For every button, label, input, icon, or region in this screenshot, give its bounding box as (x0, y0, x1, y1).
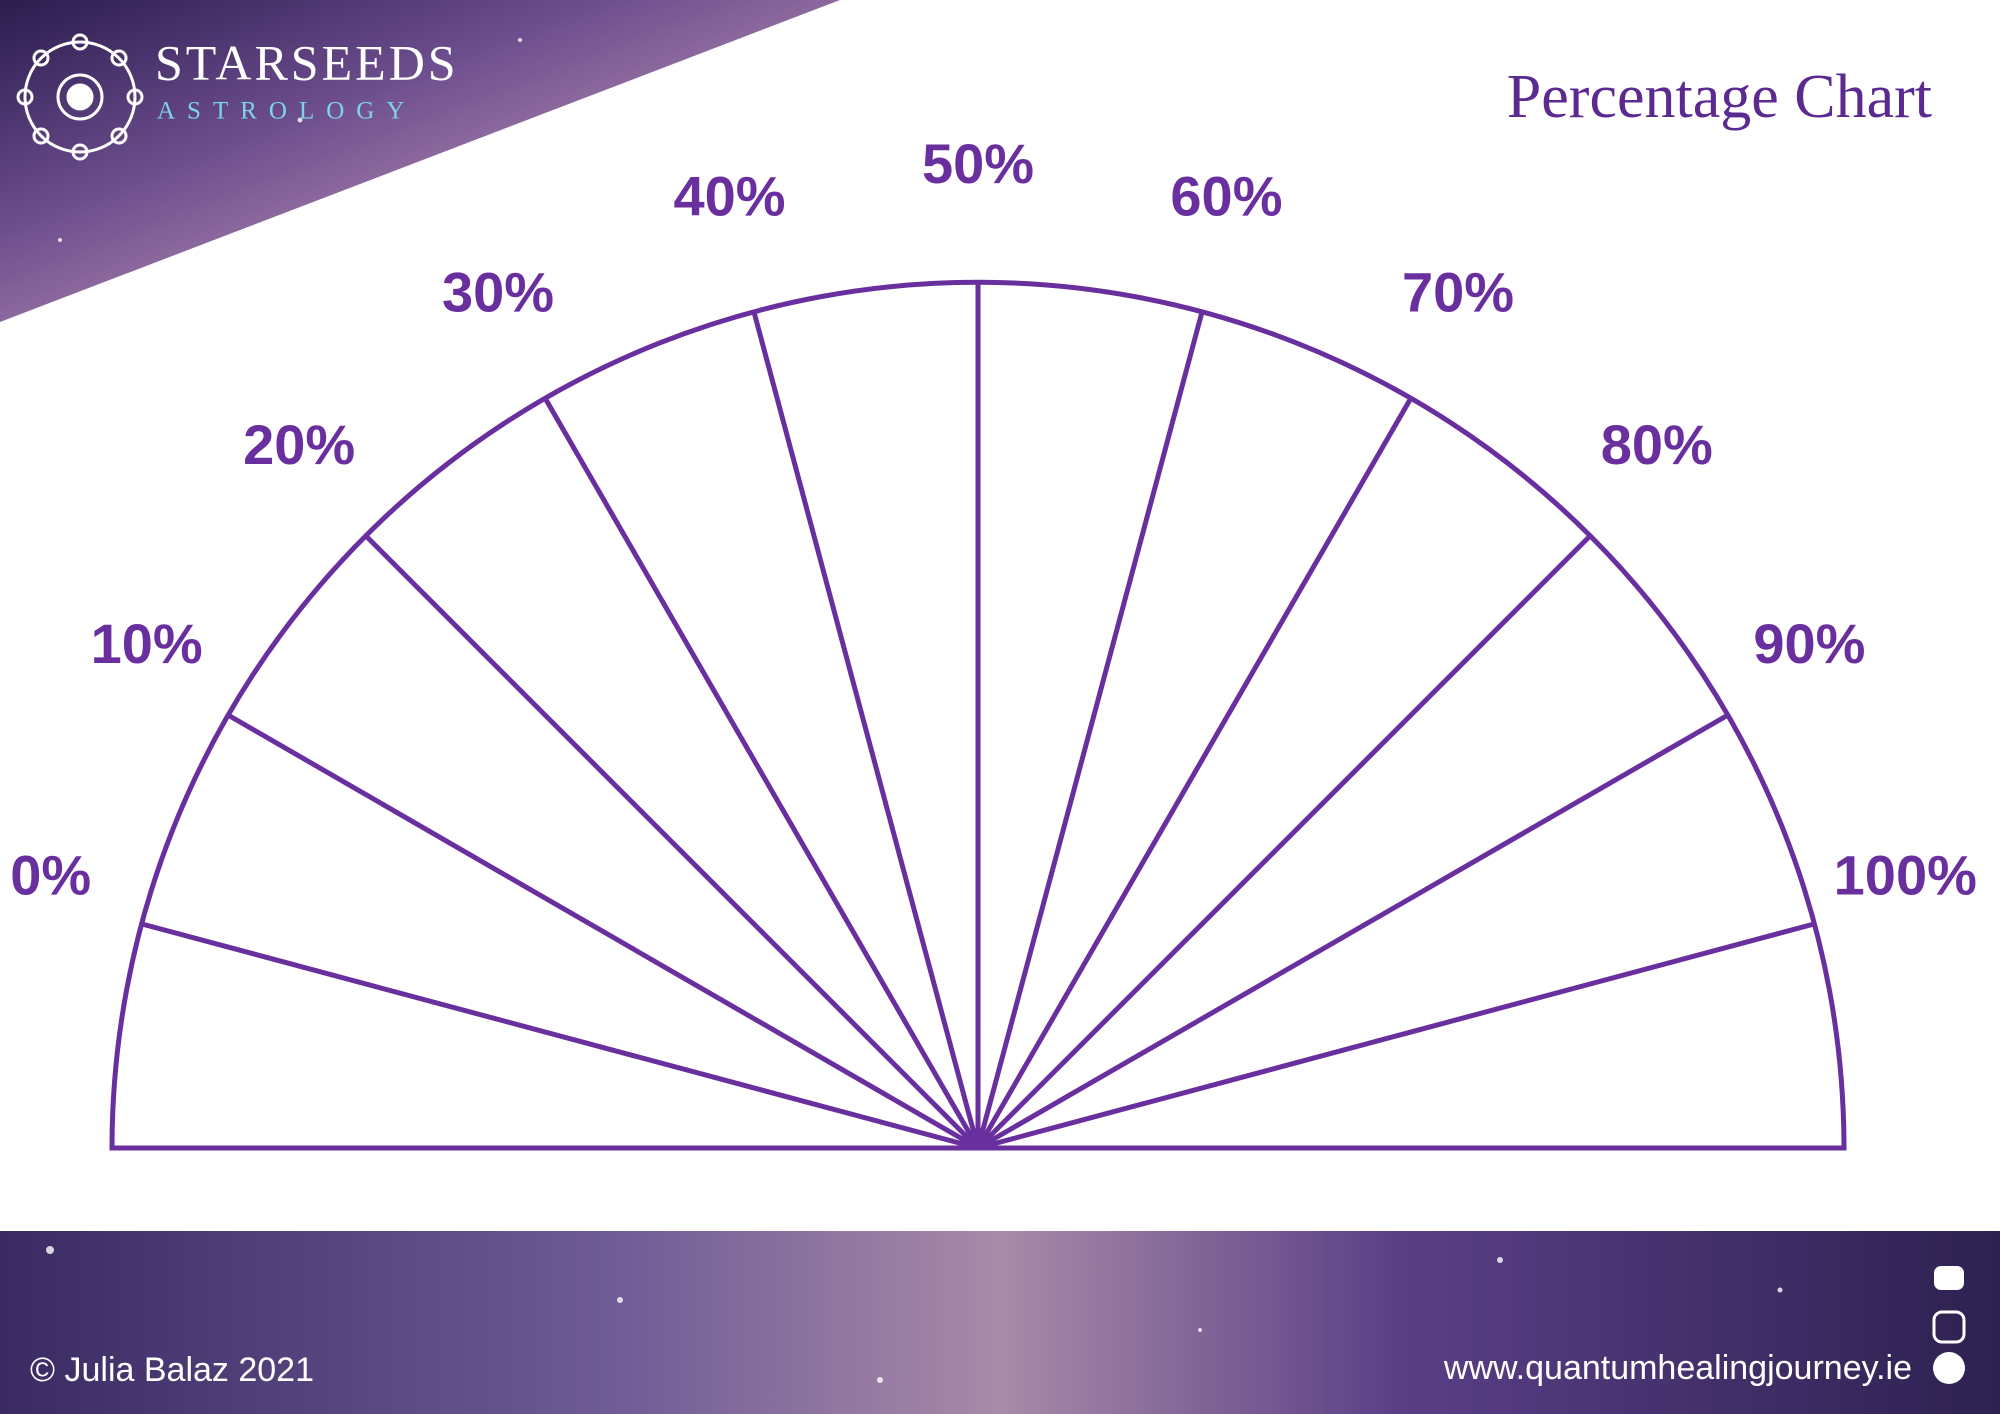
footer-galaxy (0, 1231, 2000, 1414)
spoke (140, 921, 979, 1151)
header-galaxy (0, 0, 840, 322)
spoke (363, 533, 980, 1150)
dial-label: 40% (673, 165, 785, 228)
spoke (976, 712, 1730, 1151)
spoke (975, 310, 1205, 1149)
dial-label: 70% (1402, 260, 1514, 323)
dial-label: 20% (243, 413, 355, 476)
facebook-icon[interactable] (1933, 1352, 1965, 1384)
instagram-icon[interactable] (1932, 1310, 1966, 1344)
page-title: Percentage Chart (1507, 63, 1932, 131)
spoke (977, 921, 1816, 1151)
stars (46, 38, 1783, 1383)
dial-label: 10% (91, 612, 203, 675)
dial-label: 80% (1601, 413, 1713, 476)
dial-label: 60% (1170, 165, 1282, 228)
dial-outline (109, 279, 1847, 1151)
social-icons (1932, 1266, 1966, 1384)
dial-label: 30% (442, 260, 554, 323)
dial-label: 0% (10, 843, 91, 906)
spoke (751, 310, 981, 1149)
dial-label: 90% (1753, 612, 1865, 675)
brand-sub: ASTROLOGY (157, 98, 416, 125)
website[interactable]: www.quantumhealingjourney.ie (1443, 1349, 1912, 1387)
spoke (542, 396, 981, 1150)
dial-label: 50% (922, 132, 1034, 195)
dial-label: 100% (1834, 843, 1977, 906)
copyright: © Julia Balaz 2021 (30, 1351, 314, 1389)
dial (109, 279, 1847, 1151)
logo (16, 33, 144, 161)
youtube-icon[interactable] (1934, 1266, 1964, 1290)
brand: STARSEEDS (155, 34, 459, 90)
spoke (226, 712, 980, 1151)
spoke (976, 533, 1593, 1150)
spoke (975, 396, 1414, 1150)
